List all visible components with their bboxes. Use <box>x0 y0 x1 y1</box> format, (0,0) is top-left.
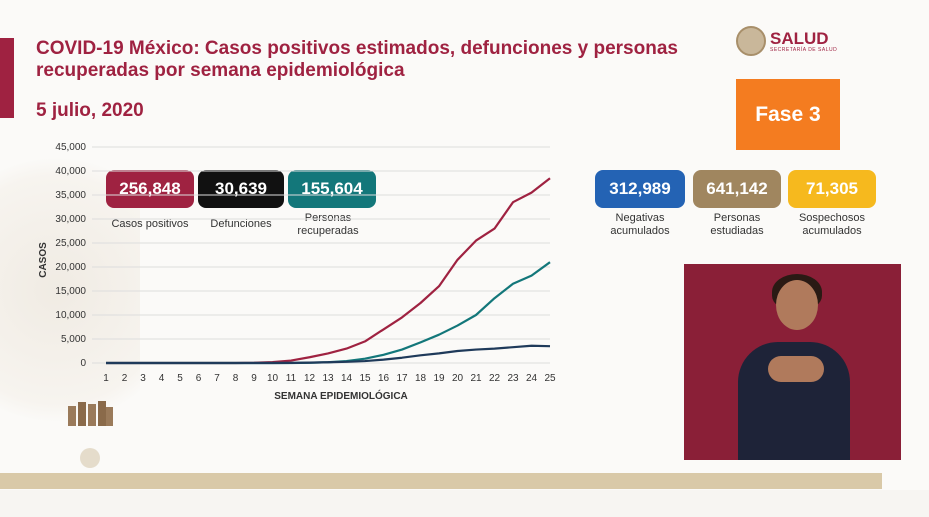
x-tick-label: 15 <box>359 373 371 384</box>
stat-studied-value: 641,142 <box>693 170 781 208</box>
x-tick-label: 1 <box>103 373 109 384</box>
series-line <box>106 344 551 365</box>
y-tick-label: 10,000 <box>55 310 86 321</box>
x-axis-title: SEMANA EPIDEMIOLÓGICA <box>274 389 408 402</box>
x-tick-label: 14 <box>341 373 353 384</box>
x-tick-label: 5 <box>177 373 183 384</box>
footer-band <box>0 473 882 489</box>
x-tick-label: 20 <box>452 373 464 384</box>
stat-suspected-label: Sospechosos acumulados <box>798 212 866 237</box>
x-tick-label: 13 <box>322 373 334 384</box>
x-tick-label: 25 <box>544 373 556 384</box>
slide: COVID-19 México: Casos positivos estimad… <box>0 26 901 468</box>
x-tick-label: 22 <box>489 373 501 384</box>
series-line <box>106 177 551 365</box>
y-tick-label: 15,000 <box>55 286 86 297</box>
stat-negative-value: 312,989 <box>595 170 685 208</box>
y-tick-label: 25,000 <box>55 238 86 249</box>
stat-recovered-label: Personas recuperadas <box>297 212 359 237</box>
stat-confirmed-value: 256,848 <box>106 170 194 208</box>
brand-name: SALUD <box>770 28 829 48</box>
page-title: COVID-19 México: Casos positivos estimad… <box>36 38 678 81</box>
seal-icon <box>736 26 766 56</box>
x-tick-label: 21 <box>470 373 482 384</box>
stat-deaths-value: 30,639 <box>198 170 284 208</box>
stat-confirmed-label: Casos positivos <box>111 218 189 230</box>
salud-logo: SALUD SECRETARÍA DE SALUD <box>736 26 837 56</box>
y-tick-label: 35,000 <box>55 190 86 201</box>
stat-recovered-value: 155,604 <box>288 170 376 208</box>
x-tick-label: 9 <box>251 373 257 384</box>
y-tick-label: 40,000 <box>55 166 86 177</box>
sign-language-interpreter-video <box>684 264 901 460</box>
historic-figures-logo <box>66 398 114 428</box>
y-tick-label: 20,000 <box>55 262 86 273</box>
stat-deaths-label: Defunciones <box>210 218 272 230</box>
y-tick-label: 30,000 <box>55 214 86 225</box>
phase-badge: Fase 3 <box>736 79 840 150</box>
brand-subtitle: SECRETARÍA DE SALUD <box>770 46 838 53</box>
x-tick-label: 18 <box>415 373 427 384</box>
x-tick-label: 17 <box>396 373 408 384</box>
accent-bar <box>0 38 14 118</box>
y-axis-title: CASOS <box>38 242 49 278</box>
y-tick-label: 45,000 <box>55 142 86 153</box>
x-tick-label: 11 <box>286 373 297 384</box>
report-date: 5 julio, 2020 <box>36 100 144 121</box>
stat-negative-label: Negativas acumulados <box>610 212 670 237</box>
interpreter-hands <box>768 356 824 382</box>
x-tick-label: 4 <box>159 373 165 384</box>
x-tick-label: 24 <box>526 373 538 384</box>
stat-suspected-value: 71,305 <box>788 170 876 208</box>
y-tick-label: 0 <box>80 358 86 369</box>
interpreter-face <box>776 280 818 330</box>
y-tick-label: 5,000 <box>61 334 86 345</box>
x-tick-label: 10 <box>267 373 279 384</box>
x-tick-label: 8 <box>233 373 239 384</box>
series-line <box>106 261 551 365</box>
x-tick-label: 7 <box>214 373 220 384</box>
x-tick-label: 16 <box>378 373 390 384</box>
x-tick-label: 19 <box>433 373 445 384</box>
x-tick-label: 3 <box>140 373 146 384</box>
stat-studied-label: Personas estudiadas <box>710 212 764 237</box>
eagle-seal-icon <box>80 448 100 468</box>
x-tick-label: 6 <box>196 373 202 384</box>
epidemic-curve-chart: 0 5,000 10,000 15,000 20,000 25,000 30,000 35,0… <box>38 142 556 402</box>
x-tick-label: 23 <box>507 373 519 384</box>
x-tick-label: 12 <box>304 373 316 384</box>
x-tick-label: 2 <box>122 373 128 384</box>
